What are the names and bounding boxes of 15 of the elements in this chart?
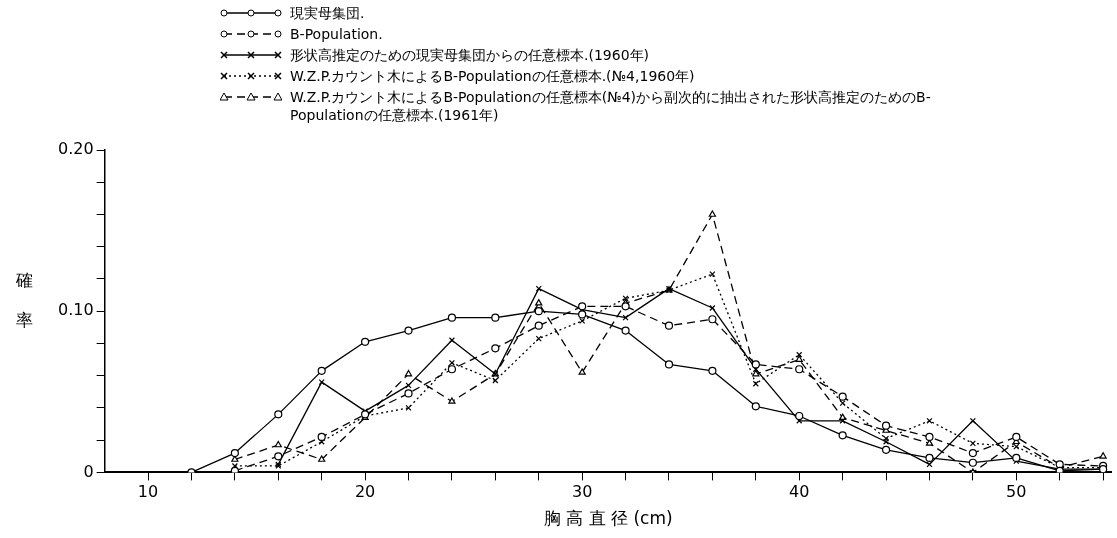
y-tick-label: 0.10 <box>58 300 94 320</box>
x-tick-label: 40 <box>789 482 810 502</box>
legend-label: W.Z.P.カウント木によるB-Populationの任意標本(№4)から副次的に抽出された形状高推定のためのB-Populationの任意標本.(1961年) <box>290 88 932 124</box>
legend-label: 形状高推定のための現実母集団からの任意標本.(1960年) <box>290 46 650 64</box>
y-axis-title: 確率 <box>14 269 34 332</box>
x-tick-label: 30 <box>571 482 593 502</box>
y-tick-label: 0.20 <box>58 139 94 159</box>
legend-label: W.Z.P.カウント木によるB-Populationの任意標本.(№4,1960年) <box>290 67 695 85</box>
y-tick-label: 0 <box>83 461 94 481</box>
x-tick-label: 10 <box>137 482 159 502</box>
legend-label: 現実母集団. <box>290 4 365 22</box>
x-tick-label: 20 <box>354 482 376 502</box>
legend-label: B-Population. <box>290 25 383 43</box>
x-tick-label: 50 <box>1006 482 1027 502</box>
x-axis-title: 胸 高 直 径 (cm) <box>543 508 673 529</box>
